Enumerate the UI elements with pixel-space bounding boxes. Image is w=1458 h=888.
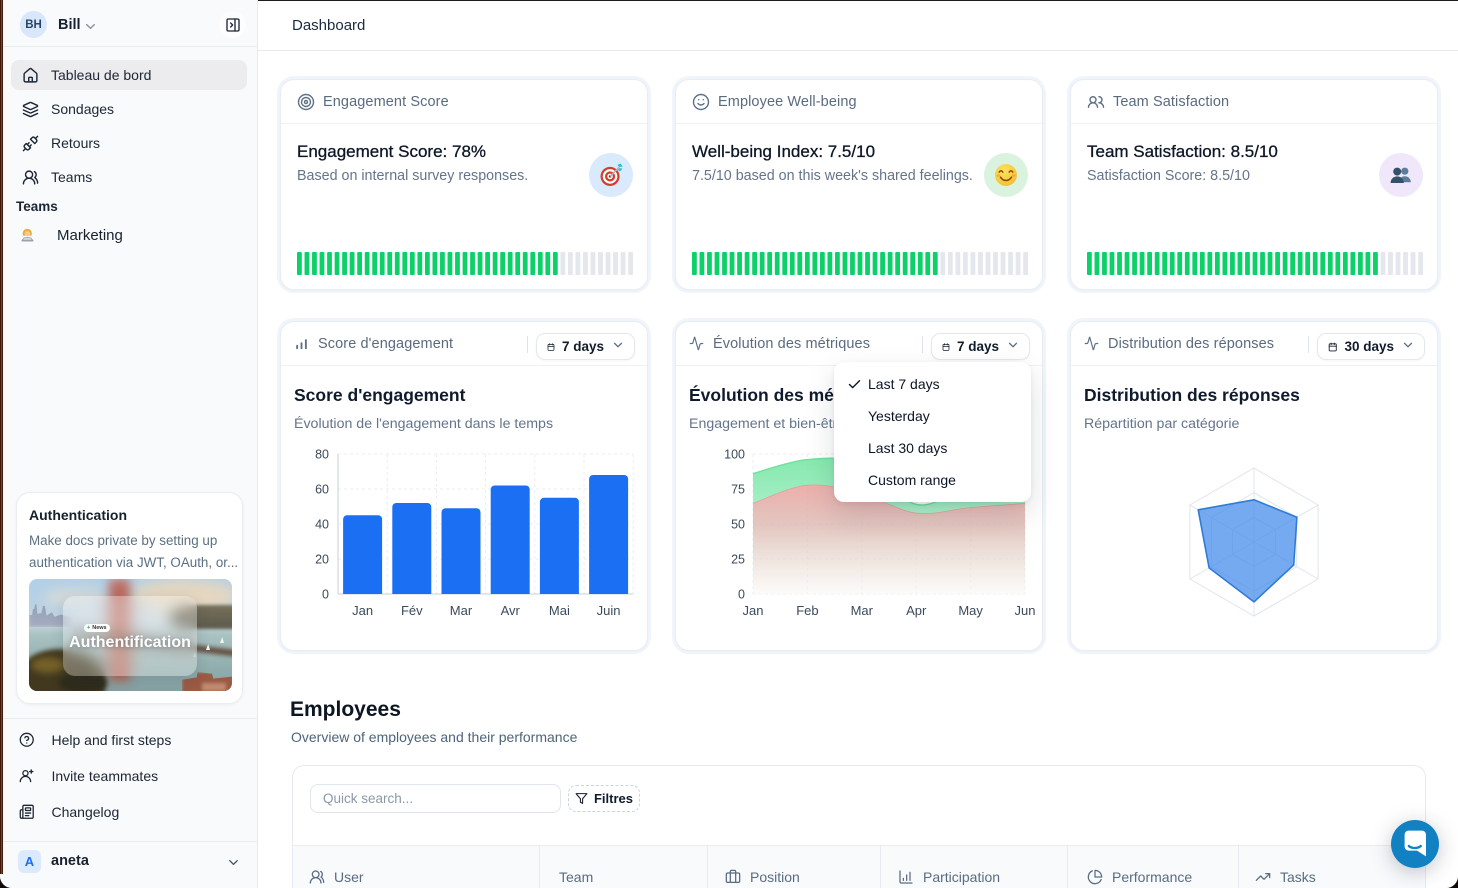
svg-text:50: 50: [731, 518, 745, 532]
svg-text:40: 40: [315, 518, 329, 532]
svg-text:Avr: Avr: [501, 603, 521, 618]
svg-text:20: 20: [315, 553, 329, 567]
svg-text:Fév: Fév: [401, 603, 423, 618]
svg-text:Mar: Mar: [851, 603, 874, 618]
svg-text:Feb: Feb: [796, 603, 818, 618]
svg-text:0: 0: [322, 588, 329, 602]
svg-text:Jan: Jan: [743, 603, 764, 618]
svg-text:Mai: Mai: [549, 603, 570, 618]
svg-text:Apr: Apr: [906, 603, 927, 618]
svg-text:80: 80: [315, 448, 329, 462]
svg-text:60: 60: [315, 483, 329, 497]
svg-text:Jun: Jun: [1015, 603, 1036, 618]
svg-text:75: 75: [731, 483, 745, 497]
svg-text:Mar: Mar: [450, 603, 473, 618]
svg-text:0: 0: [738, 588, 745, 602]
svg-text:100: 100: [724, 448, 745, 462]
svg-text:Juin: Juin: [597, 603, 621, 618]
svg-text:25: 25: [731, 553, 745, 567]
svg-text:May: May: [958, 603, 983, 618]
svg-text:Jan: Jan: [352, 603, 373, 618]
